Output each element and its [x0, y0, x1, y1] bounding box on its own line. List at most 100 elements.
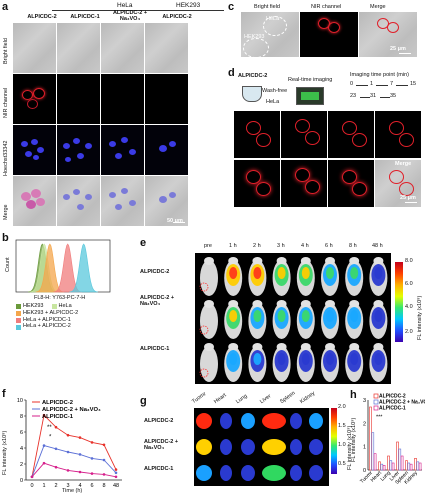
mouse-signal-core: [301, 267, 310, 279]
f-xtick-label: 3: [66, 483, 69, 489]
mouse-head: [349, 300, 360, 308]
mouse-signal-core: [326, 267, 334, 279]
h-bar: [380, 463, 384, 471]
mouse-signal-core: [326, 310, 334, 322]
panel-e-colorbar-label: FL intensity (x10⁸): [417, 295, 423, 340]
panel-f-label: f: [2, 388, 6, 400]
f-xtick-label: 48: [113, 483, 119, 489]
h-bar: [378, 461, 381, 471]
organ-3: [262, 413, 286, 429]
panel-c-nir: [300, 12, 358, 57]
f-point: [90, 457, 94, 460]
h-ytick-label: 0: [363, 468, 366, 474]
organ-5: [309, 465, 323, 481]
f-point: [66, 469, 70, 472]
panel-d-label: d: [228, 67, 235, 79]
panel-b-ylabel: Count: [5, 257, 11, 272]
panel-d-step1: Wash-free: [262, 88, 288, 94]
panel-a-col-2: ALPICDC-1: [70, 14, 100, 20]
f-point: [114, 468, 118, 471]
mouse-signal-core: [229, 353, 238, 365]
f-series-line-0: [31, 414, 117, 477]
mouse-head: [325, 257, 335, 265]
panel-c-col-3: Merge: [370, 4, 386, 10]
f-point: [66, 433, 70, 437]
panel-g-row-1: ALPICDC-2: [144, 418, 174, 424]
organ-1: [220, 413, 232, 429]
organ-4: [290, 465, 302, 481]
organ-5: [309, 439, 323, 455]
mouse-head: [325, 343, 335, 351]
panel-d-merge: Merge: [395, 161, 412, 167]
panel-a-row-2: NIR channel: [3, 87, 9, 118]
panel-a-row-3: Hoechst33342: [3, 140, 9, 176]
panel-c-hek: HEK293: [244, 34, 265, 40]
h-bar: [414, 458, 417, 471]
h-legend-label: ALPICDC-2 + Na₃VO₄: [379, 400, 425, 406]
mouse-signal-core: [277, 353, 286, 365]
mouse-signal-core: [253, 310, 262, 322]
tumor-marker: [199, 325, 209, 335]
f-ytick-label: 4: [20, 446, 23, 452]
organ-2: [241, 465, 255, 481]
panel-d-cell: HeLa: [266, 99, 280, 105]
mouse-head: [228, 343, 239, 351]
f-ytick-label: 0: [20, 478, 23, 484]
f-point: [42, 461, 46, 465]
panel-h-label: h: [350, 389, 357, 401]
panel-d-step2: Real-time imaging: [288, 77, 333, 83]
panel-c-col-2: NIR channel: [311, 4, 342, 10]
panel-h-ylabel: FL intensity (x10⁹): [351, 417, 357, 462]
mouse-head: [204, 300, 214, 308]
mouse-head: [276, 257, 287, 265]
panel-g-row-2: ALPICDC-2 + Na₃VO₄: [144, 439, 179, 451]
panel-e-colorbar: [395, 262, 403, 342]
mouse-head: [300, 300, 311, 308]
h-bar: [416, 461, 420, 471]
f-legend-label: ALPICDC-2 + Na₃VO₄: [42, 407, 101, 413]
mouse-signal-core: [277, 310, 286, 322]
mouse-signal-core: [253, 267, 262, 279]
organ-3: [262, 439, 286, 455]
mouse-head: [252, 300, 263, 308]
hist-peak-4: [69, 243, 98, 293]
panel-g-label: g: [140, 395, 147, 407]
panel-h-bar-chart: 0123TuomrHeartLungLiverSpleenKidneyALPIC…: [359, 393, 425, 486]
panel-a-label: a: [2, 1, 9, 13]
mouse-signal-core: [229, 267, 238, 279]
f-point: [30, 475, 34, 479]
h-ytick-label: 1: [363, 445, 366, 451]
mouse-signal-core: [374, 310, 383, 322]
panel-e-row-1: ALPICDC-2: [140, 269, 170, 275]
h-bar: [382, 465, 386, 471]
mouse-body: [200, 303, 218, 339]
f-series-line-2: [31, 462, 117, 478]
h-ytick-label: 2: [363, 421, 366, 427]
mouse-signal-core: [350, 267, 359, 279]
mouse-head: [373, 300, 384, 308]
f-point: [90, 472, 94, 475]
f-point: [114, 471, 118, 475]
mouse-head: [373, 257, 384, 265]
mouse-head: [349, 257, 360, 265]
mouse-head: [373, 343, 384, 351]
mouse-head: [300, 343, 311, 351]
f-point: [66, 450, 70, 454]
h-bar: [405, 460, 408, 471]
f-point: [114, 475, 118, 479]
f-point: [78, 436, 82, 439]
f-xtick-label: 2: [54, 483, 57, 489]
f-point: [78, 453, 82, 456]
panel-a-col-1: ALPICDC-2: [27, 14, 57, 20]
organ-3: [262, 465, 286, 481]
h-legend-swatch: [373, 393, 379, 399]
tumor-marker: [199, 368, 209, 378]
panel-c-hela: HeLa: [266, 16, 280, 22]
organ-0: [196, 439, 212, 455]
panel-e-row-2: ALPICDC-2 + Na₃VO₄: [140, 295, 175, 307]
f-legend-label: ALPICDC-1: [42, 414, 74, 420]
f-legend-label: ALPICDC-2: [42, 400, 73, 406]
panel-a-group-hela: HeLa: [117, 2, 133, 9]
h-bar: [369, 406, 372, 471]
mouse-signal-core: [301, 310, 310, 322]
